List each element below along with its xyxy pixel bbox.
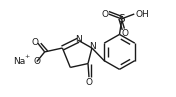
Text: N: N	[90, 42, 96, 51]
Text: S: S	[118, 14, 125, 24]
Text: O: O	[33, 57, 40, 66]
Text: O: O	[122, 29, 129, 38]
Text: +: +	[24, 54, 30, 59]
Text: N: N	[75, 35, 81, 44]
Text: O: O	[31, 38, 38, 47]
Text: O: O	[101, 10, 108, 19]
Text: O: O	[86, 78, 92, 87]
Text: OH: OH	[135, 10, 149, 19]
Text: Na: Na	[13, 57, 25, 66]
